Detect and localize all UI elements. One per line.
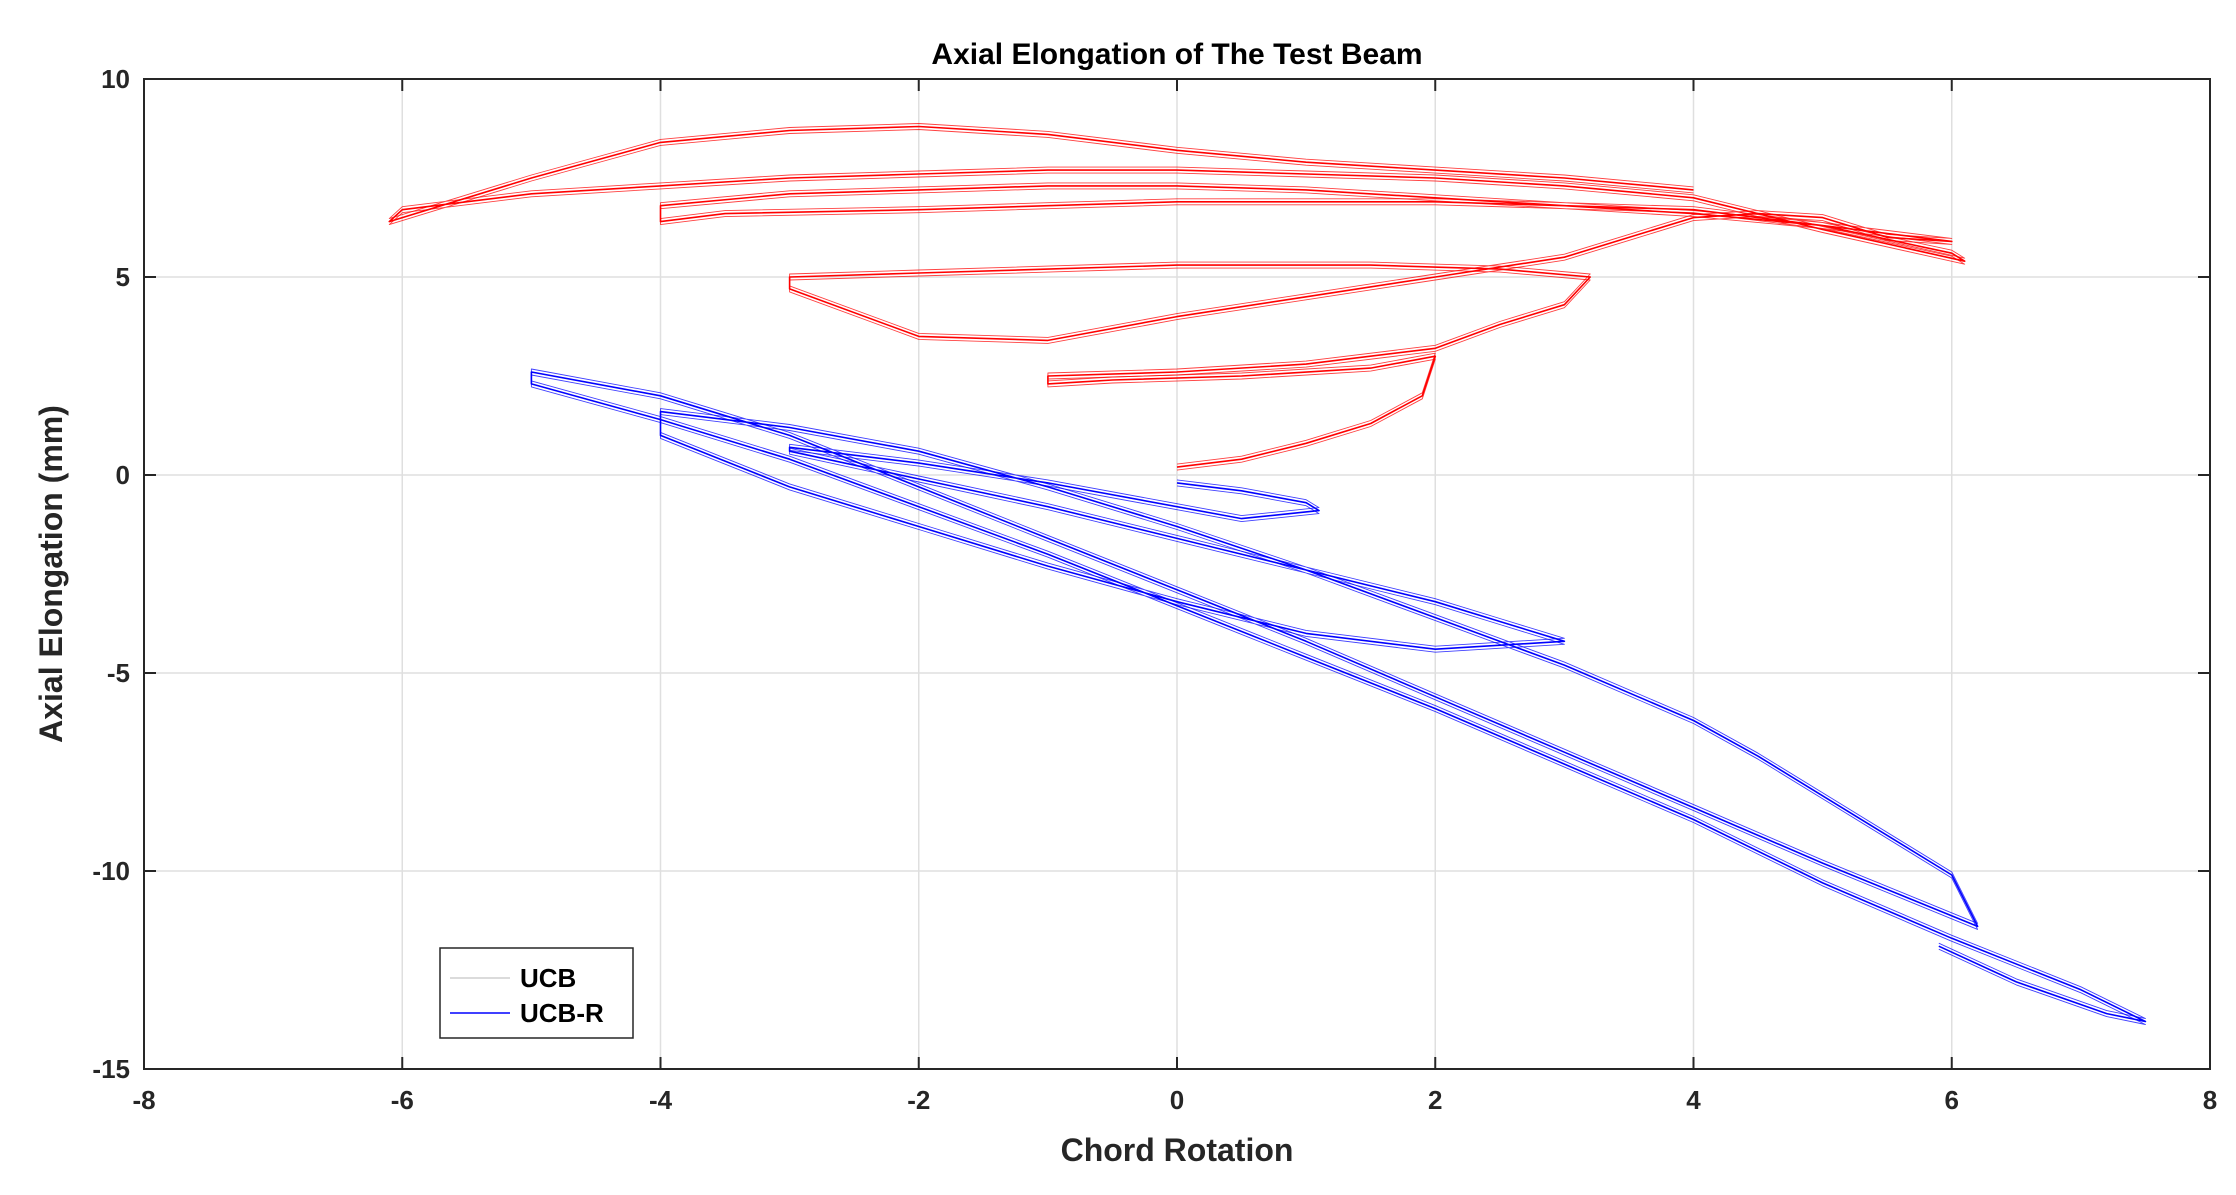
y-tick-label: -15 bbox=[92, 1054, 130, 1084]
chart-title: Axial Elongation of The Test Beam bbox=[931, 38, 1422, 71]
x-tick-label: 4 bbox=[1686, 1085, 1701, 1115]
x-tick-label: 6 bbox=[1945, 1085, 1959, 1115]
x-tick-label: 2 bbox=[1428, 1085, 1442, 1115]
y-tick-label: 5 bbox=[116, 262, 130, 292]
series-line bbox=[530, 374, 2146, 1025]
x-axis-label: Chord Rotation bbox=[1061, 1132, 1294, 1168]
series-ucb-r bbox=[530, 368, 2147, 1025]
series-line bbox=[388, 129, 1966, 471]
x-tick-label: 8 bbox=[2203, 1085, 2217, 1115]
x-tick-label: -6 bbox=[391, 1085, 414, 1115]
legend-entries: UCB UCB-R bbox=[450, 963, 604, 1028]
plot-area bbox=[388, 123, 2147, 1025]
legend-label: UCB-R bbox=[520, 998, 604, 1028]
legend-box bbox=[439, 947, 634, 1039]
x-tick-label: 0 bbox=[1170, 1085, 1184, 1115]
x-tick-label: -2 bbox=[907, 1085, 930, 1115]
legend-label: UCB bbox=[520, 963, 576, 993]
series-line bbox=[388, 123, 1966, 465]
y-axis-label: Axial Elongation (mm) bbox=[33, 405, 69, 743]
y-tick-label: 10 bbox=[101, 64, 130, 94]
series-line bbox=[530, 368, 2146, 1019]
x-tick-label: -4 bbox=[649, 1085, 673, 1115]
legend: UCB UCB-R bbox=[439, 947, 634, 1039]
y-tick-label: -5 bbox=[107, 658, 130, 688]
x-tick-label: -8 bbox=[132, 1085, 155, 1115]
y-tick-label: 0 bbox=[116, 460, 130, 490]
series-ucb bbox=[388, 123, 1966, 471]
y-tick-label: -10 bbox=[92, 856, 130, 886]
series-line bbox=[388, 125, 1966, 468]
axis-ticks: -8 -6 -4 -2 0 2 4 6 8 -15 -10 -5 0 5 10 bbox=[92, 64, 2217, 1115]
series-line bbox=[530, 371, 2147, 1023]
